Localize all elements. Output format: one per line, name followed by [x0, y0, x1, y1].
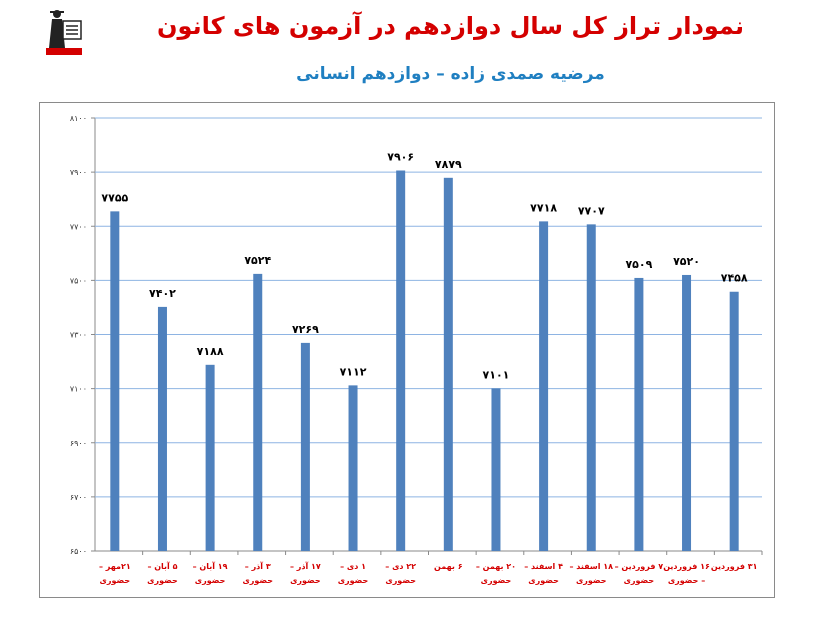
bar [634, 277, 644, 551]
x-tick-label: ۶ بهمن [434, 562, 463, 571]
y-tick-label: ۶۷۰۰ [70, 493, 87, 502]
x-tick-label: – حضوری [668, 576, 705, 585]
x-tick-label: حضوری [195, 576, 226, 585]
x-tick-label: حضوری [481, 576, 512, 585]
kanoon-logo [44, 8, 84, 58]
x-tick-label: حضوری [576, 576, 607, 585]
x-tick-label: ۵ آبان – [147, 561, 177, 571]
bar [157, 306, 167, 551]
y-tick-label: ۷۵۰۰ [70, 276, 87, 285]
x-tick-label: حضوری [385, 576, 416, 585]
x-tick-label: ۳۱ فروردین [711, 562, 758, 571]
y-tick-label: ۶۵۰۰ [70, 547, 87, 556]
x-tick-label: ۱۹ آبان – [193, 561, 228, 571]
data-label: ۷۸۷۹ [435, 158, 462, 171]
bar [110, 211, 120, 551]
x-tick-label: حضوری [528, 576, 559, 585]
x-tick-label: ۲۰ بهمن – [476, 562, 516, 571]
x-tick-label: ۲۲ دی – [385, 562, 416, 571]
x-tick-label: حضوری [100, 576, 131, 585]
x-tick-label: ۱۷ آذر – [290, 561, 321, 571]
bar-chart: ۸۱۰۰ ۷۹۰۰ ۷۷۰۰ ۷۵۰۰ ۷۳۰۰ ۷۱۰۰ ۶۹۰۰ ۶۷۰۰ ۶۵۰۰ ۷۷۵۵… [70, 114, 763, 585]
x-tick-label: حضوری [624, 576, 655, 585]
bar [586, 224, 596, 551]
data-label: ۷۷۱۸ [530, 201, 557, 214]
bar [348, 385, 358, 551]
data-label: ۷۴۰۲ [149, 287, 176, 300]
data-label: ۷۷۵۵ [101, 191, 128, 204]
data-label: ۷۴۵۸ [721, 272, 748, 285]
data-label: ۷۵۲۴ [244, 254, 271, 267]
x-tick-label: ۱ دی – [340, 562, 366, 571]
bar [253, 273, 263, 551]
y-tick-label: ۷۹۰۰ [70, 168, 87, 177]
x-tick-label: ۴ اسفند – [524, 562, 563, 571]
chart-title: نمودار تراز کل سال دوازدهم در آزمون های … [157, 12, 744, 40]
bar [729, 291, 739, 551]
data-label: ۷۵۲۰ [673, 255, 700, 268]
bar [205, 364, 215, 551]
data-label: ۷۱۸۸ [197, 345, 224, 358]
x-tick-label: ۳ آذر – [245, 561, 271, 571]
x-tick-label: حضوری [338, 576, 369, 585]
x-tick-label: ۱۸ اسفند – [569, 562, 613, 571]
y-tick-label: ۷۳۰۰ [70, 331, 87, 340]
data-label: ۷۱۰۱ [483, 368, 510, 381]
bar [443, 177, 453, 551]
x-tick-label: حضوری [290, 576, 321, 585]
data-label: ۷۹۰۶ [387, 151, 414, 164]
y-tick-label: ۶۹۰۰ [70, 439, 87, 448]
data-label: ۷۱۱۲ [340, 365, 367, 378]
x-tick-label: ۷ فروردین – [615, 562, 664, 571]
bar [396, 170, 406, 551]
y-tick-label: ۷۷۰۰ [70, 222, 87, 231]
x-tick-label: ۱۶ فروردین [663, 562, 710, 571]
bar [682, 274, 692, 551]
bar [300, 342, 310, 551]
x-tick-label: حضوری [147, 576, 178, 585]
y-tick-label: ۷۱۰۰ [70, 385, 87, 394]
bar [491, 388, 501, 551]
data-label: ۷۵۰۹ [625, 258, 652, 271]
x-tick-label: ۲۱مهر – [99, 562, 131, 571]
bar [539, 221, 549, 551]
y-tick-label: ۸۱۰۰ [70, 114, 87, 123]
plot-area: ۸۱۰۰ ۷۹۰۰ ۷۷۰۰ ۷۵۰۰ ۷۳۰۰ ۷۱۰۰ ۶۹۰۰ ۶۷۰۰ ۶۵۰۰ ۷۷۵۵… [39, 102, 775, 598]
data-label: ۷۷۰۷ [578, 204, 605, 217]
data-label: ۷۲۶۹ [292, 323, 319, 336]
x-tick-label: حضوری [242, 576, 273, 585]
chart-subtitle: مرضیه صمدی زاده – دوازدهم انسانی [296, 64, 605, 84]
